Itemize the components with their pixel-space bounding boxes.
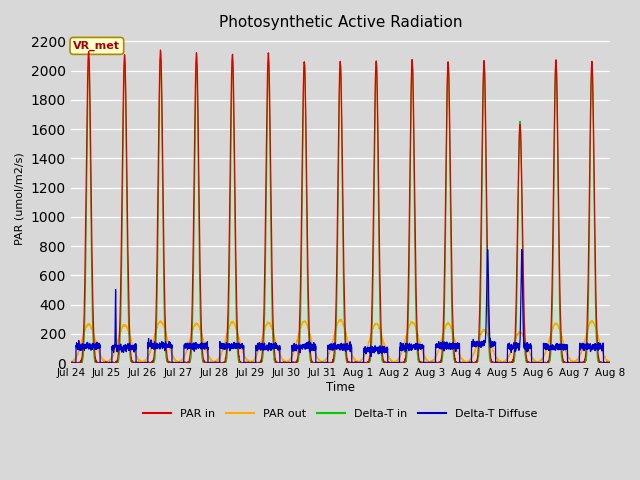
Y-axis label: PAR (umol/m2/s): PAR (umol/m2/s)	[15, 152, 25, 245]
Text: VR_met: VR_met	[74, 41, 120, 51]
Legend: PAR in, PAR out, Delta-T in, Delta-T Diffuse: PAR in, PAR out, Delta-T in, Delta-T Dif…	[139, 405, 541, 423]
Title: Photosynthetic Active Radiation: Photosynthetic Active Radiation	[218, 15, 462, 30]
X-axis label: Time: Time	[326, 381, 355, 394]
